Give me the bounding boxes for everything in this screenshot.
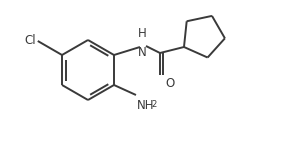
Text: O: O xyxy=(165,77,174,90)
Text: Cl: Cl xyxy=(24,33,36,46)
Text: N: N xyxy=(138,46,146,59)
Text: NH: NH xyxy=(137,99,155,112)
Text: H: H xyxy=(138,27,146,40)
Text: 2: 2 xyxy=(151,100,156,109)
